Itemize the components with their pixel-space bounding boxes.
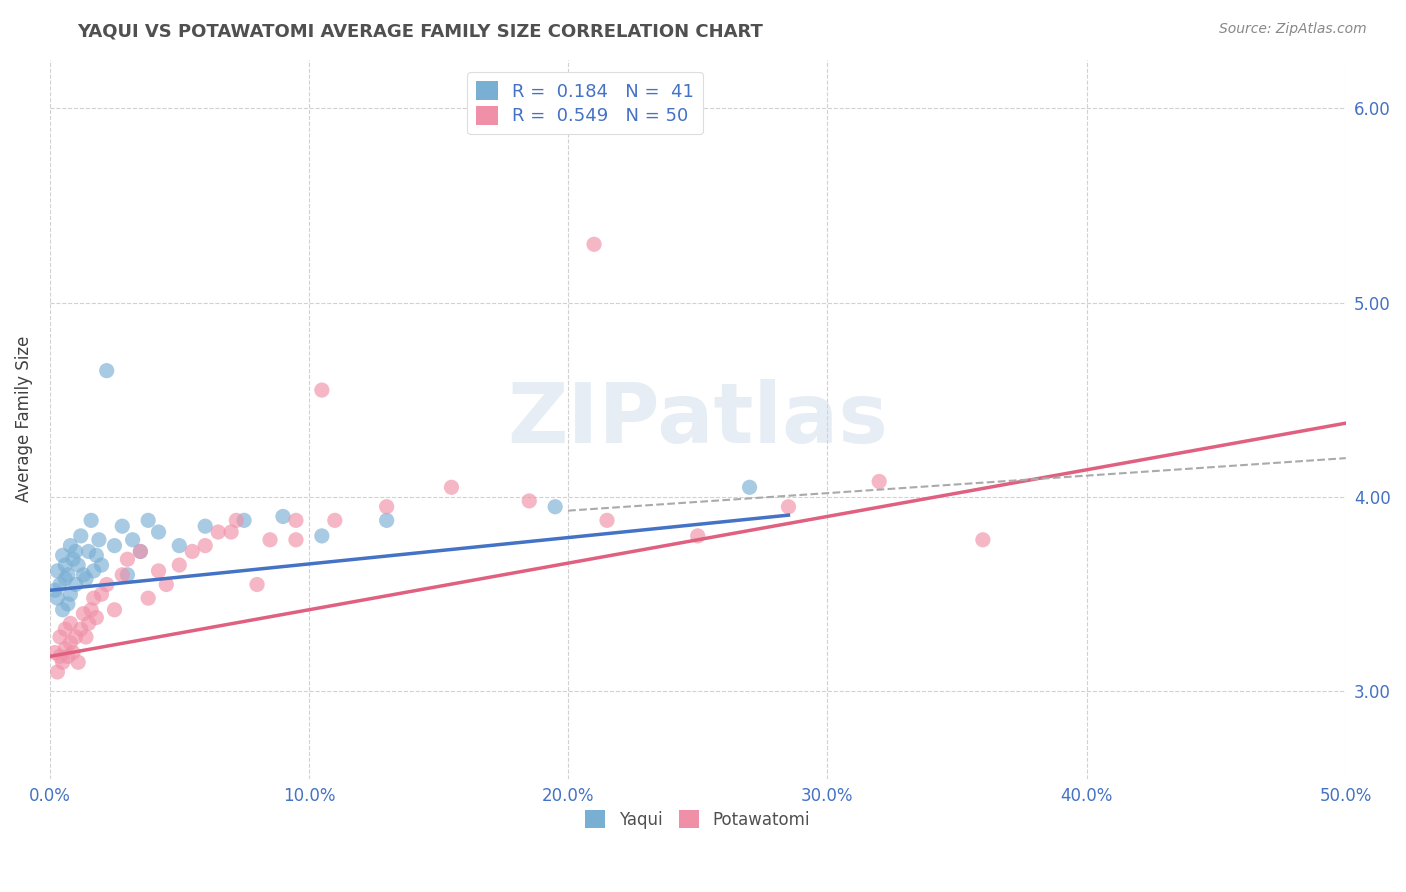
Point bbox=[181, 544, 204, 558]
Point bbox=[117, 552, 139, 566]
Point bbox=[517, 494, 540, 508]
Point bbox=[62, 646, 84, 660]
Point bbox=[972, 533, 994, 547]
Point bbox=[271, 509, 294, 524]
Point bbox=[311, 529, 333, 543]
Point bbox=[72, 607, 94, 621]
Point bbox=[155, 577, 177, 591]
Point bbox=[59, 636, 82, 650]
Point bbox=[440, 480, 463, 494]
Point bbox=[103, 539, 125, 553]
Point bbox=[136, 591, 159, 606]
Point bbox=[52, 655, 75, 669]
Point bbox=[129, 544, 152, 558]
Point bbox=[59, 539, 82, 553]
Point bbox=[259, 533, 281, 547]
Point bbox=[62, 552, 84, 566]
Point bbox=[136, 513, 159, 527]
Point bbox=[80, 513, 103, 527]
Point bbox=[44, 646, 66, 660]
Point bbox=[87, 533, 110, 547]
Point bbox=[77, 616, 100, 631]
Point bbox=[46, 591, 69, 606]
Point bbox=[56, 649, 79, 664]
Point bbox=[778, 500, 800, 514]
Point bbox=[65, 544, 87, 558]
Point bbox=[96, 577, 118, 591]
Point bbox=[148, 524, 170, 539]
Point bbox=[44, 583, 66, 598]
Point bbox=[246, 577, 269, 591]
Point bbox=[868, 475, 890, 489]
Y-axis label: Average Family Size: Average Family Size bbox=[15, 336, 32, 502]
Point bbox=[117, 567, 139, 582]
Point bbox=[56, 567, 79, 582]
Point bbox=[67, 558, 90, 572]
Point bbox=[90, 587, 112, 601]
Point bbox=[225, 513, 247, 527]
Point bbox=[65, 577, 87, 591]
Point bbox=[52, 549, 75, 563]
Point bbox=[686, 529, 709, 543]
Point bbox=[169, 558, 191, 572]
Point bbox=[49, 630, 72, 644]
Point bbox=[53, 558, 76, 572]
Point bbox=[375, 513, 398, 527]
Point bbox=[169, 539, 191, 553]
Point bbox=[738, 480, 761, 494]
Point bbox=[69, 529, 91, 543]
Point bbox=[72, 567, 94, 582]
Point bbox=[86, 610, 108, 624]
Point bbox=[121, 533, 143, 547]
Point bbox=[56, 597, 79, 611]
Point bbox=[96, 364, 118, 378]
Point bbox=[49, 577, 72, 591]
Point bbox=[75, 630, 97, 644]
Point bbox=[103, 603, 125, 617]
Point bbox=[311, 383, 333, 397]
Point bbox=[53, 622, 76, 636]
Point bbox=[219, 524, 242, 539]
Point bbox=[194, 519, 217, 533]
Point bbox=[375, 500, 398, 514]
Point bbox=[129, 544, 152, 558]
Point bbox=[69, 622, 91, 636]
Point bbox=[90, 558, 112, 572]
Point bbox=[83, 591, 105, 606]
Point bbox=[49, 649, 72, 664]
Point bbox=[53, 641, 76, 656]
Point bbox=[67, 655, 90, 669]
Point bbox=[207, 524, 229, 539]
Point bbox=[59, 616, 82, 631]
Point bbox=[65, 630, 87, 644]
Text: Source: ZipAtlas.com: Source: ZipAtlas.com bbox=[1219, 22, 1367, 37]
Point bbox=[544, 500, 567, 514]
Point bbox=[111, 567, 134, 582]
Point bbox=[52, 603, 75, 617]
Point bbox=[233, 513, 256, 527]
Point bbox=[583, 237, 606, 252]
Point bbox=[111, 519, 134, 533]
Legend: Yaqui, Potawatomi: Yaqui, Potawatomi bbox=[579, 804, 817, 835]
Text: ZIPatlas: ZIPatlas bbox=[508, 379, 889, 459]
Point bbox=[596, 513, 619, 527]
Text: YAQUI VS POTAWATOMI AVERAGE FAMILY SIZE CORRELATION CHART: YAQUI VS POTAWATOMI AVERAGE FAMILY SIZE … bbox=[77, 22, 763, 40]
Point bbox=[284, 513, 307, 527]
Point bbox=[46, 564, 69, 578]
Point bbox=[59, 587, 82, 601]
Point bbox=[148, 564, 170, 578]
Point bbox=[194, 539, 217, 553]
Point bbox=[86, 549, 108, 563]
Point bbox=[83, 564, 105, 578]
Point bbox=[75, 572, 97, 586]
Point bbox=[77, 544, 100, 558]
Point bbox=[80, 603, 103, 617]
Point bbox=[46, 665, 69, 679]
Point bbox=[323, 513, 346, 527]
Point bbox=[53, 572, 76, 586]
Point bbox=[284, 533, 307, 547]
